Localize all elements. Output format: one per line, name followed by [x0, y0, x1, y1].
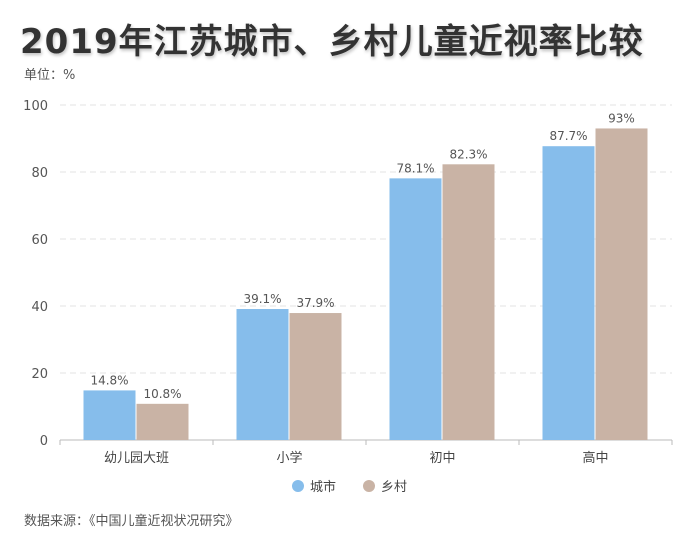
legend-swatch	[292, 480, 304, 492]
axes: 0 20 40 60 80 100 幼儿园大班 小学 初中 高中	[23, 99, 673, 466]
data-label: 82.3%	[449, 147, 487, 161]
y-tick-label: 80	[31, 166, 48, 181]
legend[interactable]: 城市 乡村	[292, 479, 407, 495]
data-label: 93%	[608, 111, 635, 125]
data-label: 87.7%	[549, 129, 587, 143]
bar-rural[interactable]	[136, 403, 189, 440]
bar-city[interactable]	[83, 390, 136, 440]
legend-item-rural[interactable]: 乡村	[363, 480, 407, 495]
y-tick-label: 100	[23, 99, 48, 114]
legend-item-city[interactable]: 城市	[292, 479, 336, 495]
y-tick-label: 0	[40, 434, 48, 449]
data-labels: 14.8% 10.8% 39.1% 37.9% 78.1% 82.3% 87.7% 93%	[90, 111, 634, 400]
legend-swatch	[363, 480, 375, 492]
chart-title: 2019年江苏城市、乡村儿童近视率比较	[20, 22, 644, 62]
data-label: 37.9%	[296, 296, 334, 310]
x-tick-label: 初中	[429, 451, 455, 466]
y-tick-label: 60	[31, 233, 48, 248]
legend-label: 乡村	[381, 480, 407, 495]
bar-rural[interactable]	[595, 128, 648, 440]
x-tick-label: 小学	[276, 450, 302, 466]
bar-city[interactable]	[389, 178, 442, 441]
bar-city[interactable]	[542, 146, 595, 440]
bar-city[interactable]	[236, 309, 289, 440]
data-label: 10.8%	[143, 387, 181, 401]
y-tick-label: 40	[31, 300, 48, 315]
bars	[83, 128, 648, 441]
legend-label: 城市	[310, 479, 336, 495]
y-tick-label: 20	[31, 367, 48, 382]
source-note: 数据来源：《中国儿童近视状况研究》	[24, 514, 239, 529]
bar-rural[interactable]	[289, 313, 342, 440]
unit-label: 单位：%	[24, 68, 76, 83]
data-label: 39.1%	[243, 292, 281, 306]
bar-rural[interactable]	[442, 164, 495, 441]
x-tick-label: 幼儿园大班	[104, 451, 169, 466]
x-tick-label: 高中	[582, 450, 608, 466]
data-label: 14.8%	[90, 373, 128, 387]
data-label: 78.1%	[396, 161, 434, 175]
